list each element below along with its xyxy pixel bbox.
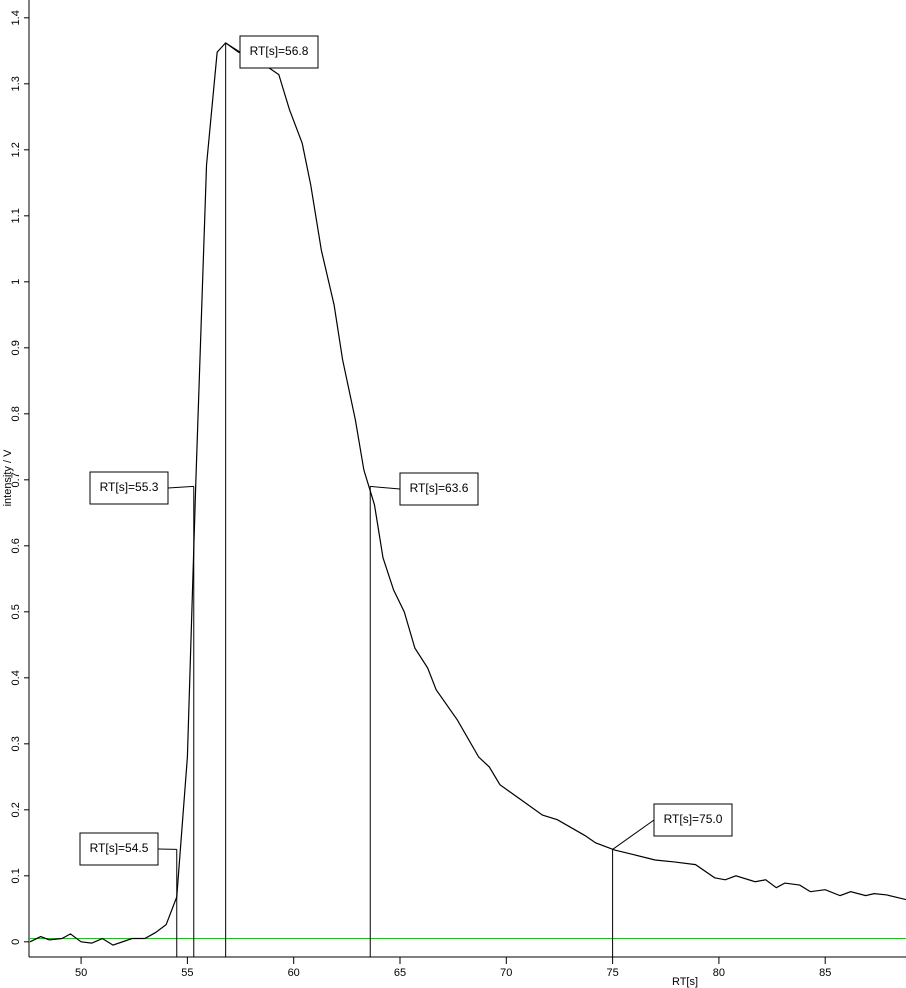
x-tick-label: 65 (394, 967, 406, 979)
callout-label: RT[s]=75.0 (664, 812, 723, 826)
callout-label: RT[s]=55.3 (100, 480, 159, 494)
callout-label: RT[s]=63.6 (410, 481, 469, 495)
data-line (29, 42, 906, 946)
callout-box (79, 832, 159, 866)
y-tick-label: 1.4 (10, 10, 22, 25)
y-tick-label: 0.4 (10, 670, 22, 685)
x-tick-label: 55 (181, 967, 193, 979)
y-tick-label: 0.3 (10, 736, 22, 751)
callout-label: RT[s]=54.5 (90, 841, 149, 855)
callout-leader (370, 485, 401, 490)
callout-label: RT[s]=56.8 (250, 44, 309, 58)
y-tick-label: 1.3 (10, 76, 22, 91)
callout-leader (167, 485, 194, 489)
x-tick-label: 70 (500, 967, 512, 979)
x-axis-label: RT[s] (672, 976, 698, 988)
y-tick-label: 1.1 (10, 208, 22, 223)
y-tick-label: 0.1 (10, 868, 22, 883)
x-tick-label: 75 (606, 967, 618, 979)
y-tick-label: 0.6 (10, 538, 22, 553)
y-tick-label: 0.2 (10, 802, 22, 817)
x-tick-label: 60 (288, 967, 300, 979)
y-tick-label: 1 (10, 279, 22, 285)
callout-box (239, 35, 319, 69)
callout-leader (612, 819, 655, 850)
y-tick-label: 1.2 (10, 142, 22, 157)
y-tick-label: 0.5 (10, 604, 22, 619)
y-axis-label: intensity / V (2, 449, 14, 507)
callout-box (89, 471, 169, 505)
callout-box (399, 472, 479, 506)
callout-box (653, 803, 733, 837)
x-tick-label: 80 (713, 967, 725, 979)
x-tick-label: 85 (819, 967, 831, 979)
y-tick-label: 0.7 (10, 472, 22, 487)
x-tick-label: 50 (75, 967, 87, 979)
callout-leader (225, 42, 241, 53)
y-tick-label: 0 (10, 939, 22, 945)
y-tick-label: 0.9 (10, 340, 22, 355)
y-tick-label: 0.8 (10, 406, 22, 421)
